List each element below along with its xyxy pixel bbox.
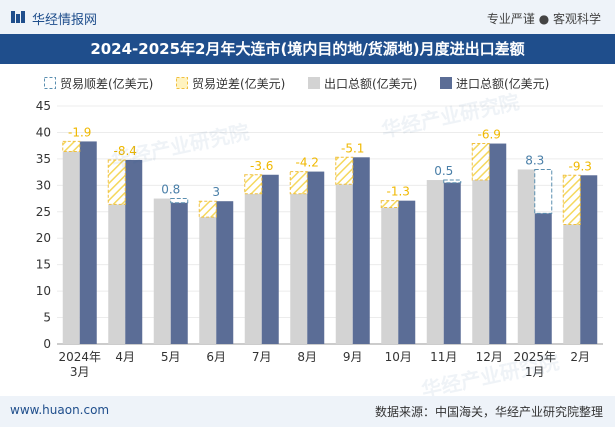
x-tick-label: 11月 bbox=[430, 350, 457, 364]
deficit-segment bbox=[380, 200, 399, 209]
legend-item-export: 出口总额(亿美元) bbox=[308, 74, 417, 92]
export-bar bbox=[199, 217, 217, 344]
import-bar bbox=[489, 143, 507, 344]
balance-data-label: -8.4 bbox=[114, 144, 137, 158]
deficit-segment bbox=[244, 174, 263, 195]
x-tick-label: 12月 bbox=[476, 350, 503, 364]
chart-title: 2024-2025年2月年大连市(境内目的地/货源地)月度进出口差额 bbox=[90, 40, 525, 58]
deficit-segment bbox=[62, 140, 81, 152]
surplus-segment bbox=[534, 168, 553, 214]
legend-swatch-deficit bbox=[176, 77, 188, 89]
legend-swatch-export bbox=[308, 77, 320, 89]
deficit-segment bbox=[107, 159, 126, 205]
balance-data-label: -5.1 bbox=[341, 141, 364, 155]
tagline: 专业严谨 ● 客观科学 bbox=[486, 12, 601, 26]
legend-label-deficit: 贸易逆差(亿美元) bbox=[192, 76, 286, 91]
y-tick-label: 25 bbox=[36, 205, 51, 219]
balance-data-label: 3 bbox=[212, 185, 220, 199]
surplus-segment bbox=[443, 179, 462, 184]
y-tick-label: 40 bbox=[36, 125, 51, 139]
balance-data-label: -1.9 bbox=[68, 125, 91, 139]
export-bar bbox=[517, 169, 535, 344]
import-bar bbox=[125, 159, 143, 344]
footer-source: 数据来源：中国海关，华经产业研究院整理 bbox=[374, 405, 603, 419]
import-bar bbox=[79, 141, 97, 344]
title-bar: 2024-2025年2月年大连市(境内目的地/货源地)月度进出口差额 bbox=[0, 34, 615, 64]
balance-data-label: -1.3 bbox=[387, 185, 410, 199]
y-tick-label: 15 bbox=[36, 258, 51, 272]
y-tick-label: 35 bbox=[36, 152, 51, 166]
deficit-segment bbox=[198, 200, 217, 218]
export-bar bbox=[381, 207, 399, 344]
deficit-segment bbox=[562, 174, 581, 225]
legend-item-surplus: 贸易顺差(亿美元) bbox=[44, 74, 153, 92]
x-tick-label: 10月 bbox=[385, 350, 412, 364]
x-tick-label: 6月 bbox=[206, 350, 226, 364]
x-tick-label: 2024年 bbox=[58, 350, 101, 364]
import-bar bbox=[307, 171, 325, 344]
surplus-segment bbox=[170, 198, 189, 204]
top-bar: 华经情报网 专业严谨 ● 客观科学 bbox=[0, 0, 615, 34]
deficit-segment bbox=[335, 156, 354, 185]
x-tick-label: 8月 bbox=[297, 350, 317, 364]
import-bar bbox=[398, 200, 416, 344]
x-tick-label: 2025年 bbox=[513, 350, 556, 364]
export-bar bbox=[108, 204, 126, 344]
export-bar bbox=[153, 198, 171, 344]
y-tick-label: 20 bbox=[36, 231, 51, 245]
legend-label-export: 出口总额(亿美元) bbox=[324, 76, 418, 91]
x-tick-label: 3月 bbox=[70, 365, 90, 379]
import-bar bbox=[580, 175, 598, 344]
balance-data-label: 0.5 bbox=[434, 164, 453, 178]
legend-item-import: 进口总额(亿美元) bbox=[440, 74, 549, 92]
y-tick-label: 0 bbox=[43, 337, 51, 351]
y-tick-label: 45 bbox=[36, 99, 51, 113]
site-name: 华经情报网 bbox=[32, 13, 98, 28]
export-bar bbox=[290, 193, 308, 344]
import-bar bbox=[534, 213, 552, 344]
import-bar bbox=[443, 182, 461, 344]
import-bar bbox=[352, 157, 370, 344]
x-tick-label: 7月 bbox=[252, 350, 272, 364]
legend-label-import: 进口总额(亿美元) bbox=[456, 76, 550, 91]
balance-data-label: 8.3 bbox=[525, 153, 544, 167]
x-tick-label: 2月 bbox=[570, 350, 590, 364]
export-bar bbox=[244, 193, 262, 344]
export-bar bbox=[563, 224, 581, 344]
balance-data-label: -9.3 bbox=[569, 159, 592, 173]
y-tick-label: 10 bbox=[36, 284, 51, 298]
export-bar bbox=[472, 180, 490, 344]
import-bar bbox=[216, 201, 234, 344]
legend-swatch-import bbox=[440, 77, 452, 89]
export-bar bbox=[335, 184, 353, 344]
import-bar bbox=[170, 202, 188, 344]
balance-data-label: -4.2 bbox=[296, 156, 319, 170]
balance-data-label: -6.9 bbox=[478, 128, 501, 142]
balance-data-label: 0.8 bbox=[161, 183, 180, 197]
y-tick-label: 30 bbox=[36, 178, 51, 192]
x-tick-label: 4月 bbox=[115, 350, 135, 364]
export-bar bbox=[426, 180, 444, 344]
logo-icon bbox=[11, 11, 25, 23]
x-tick-label: 1月 bbox=[525, 365, 545, 379]
legend-swatch-surplus bbox=[44, 77, 56, 89]
deficit-segment bbox=[471, 143, 490, 181]
import-bar bbox=[261, 174, 279, 344]
legend-item-deficit: 贸易逆差(亿美元) bbox=[176, 74, 285, 92]
balance-data-label: -3.6 bbox=[250, 159, 273, 173]
legend-label-surplus: 贸易顺差(亿美元) bbox=[60, 76, 154, 91]
bars-layer bbox=[62, 140, 598, 344]
x-tick-label: 9月 bbox=[343, 350, 363, 364]
grid-layer: 0 5 10 15 20 25 30 35 40 45 bbox=[36, 99, 603, 351]
x-tick-label: 5月 bbox=[161, 350, 181, 364]
export-bar bbox=[62, 151, 80, 344]
chart-legend: 贸易顺差(亿美元) 贸易逆差(亿美元) 出口总额(亿美元) 进口总额(亿美元) bbox=[0, 72, 615, 94]
deficit-segment bbox=[289, 171, 308, 195]
footer-url[interactable]: www.huaon.com bbox=[10, 403, 110, 417]
y-tick-label: 5 bbox=[43, 311, 51, 325]
footer: www.huaon.com 数据来源：中国海关，华经产业研究院整理 bbox=[0, 396, 615, 427]
